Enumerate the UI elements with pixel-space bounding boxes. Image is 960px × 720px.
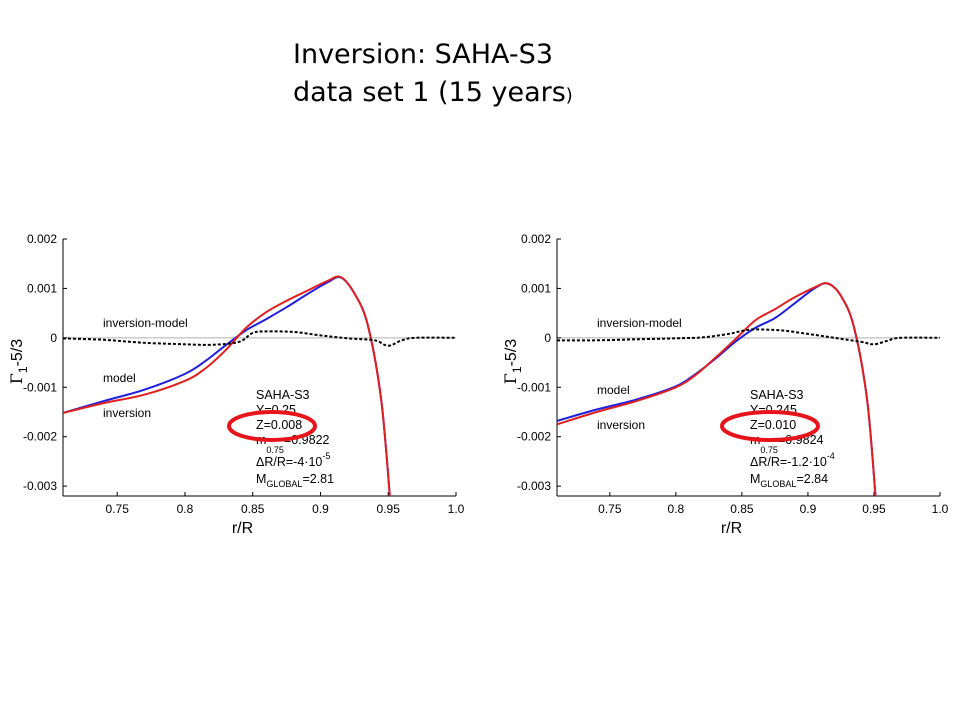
y-axis-label-rest: -5/3 (9, 339, 26, 367)
param-delta-r-main: ΔR/R=-1.2·10 (750, 455, 827, 469)
x-tick-label: 0.9 (800, 502, 817, 516)
annotation-inversion-model: inversion-model (103, 316, 188, 330)
x-tick-label: 0.75 (598, 502, 622, 516)
x-tick-label: 0.95 (862, 502, 886, 516)
param-model-name: SAHA-S3 (750, 388, 804, 402)
highlight-ellipse (720, 410, 820, 442)
param-m-subscript: 0.75 (266, 445, 284, 455)
annotation-inversion: inversion (597, 418, 645, 432)
y-axis-label: Γ1-5/3 (501, 339, 524, 384)
param-delta-r-main: ΔR/R=-4·10 (256, 455, 322, 469)
x-tick-label: 0.75 (106, 502, 130, 516)
param-M-subscript: GLOBAL (760, 479, 796, 489)
param-z: Z=0.008 (256, 418, 302, 432)
y-axis-label-subscript: 1 (16, 366, 30, 373)
title-line-2: data set 1 (15 years) (293, 74, 573, 115)
y-axis-label: Γ1-5/3 (7, 339, 30, 384)
param-M-subscript: GLOBAL (266, 479, 302, 489)
slide-title: Inversion: SAHA-S3 data set 1 (15 years) (293, 36, 573, 115)
series-line-inversion-model (63, 330, 456, 347)
annotation-model: model (103, 371, 136, 385)
param-m-subscript: 0.75 (760, 445, 778, 455)
y-tick-label: 0 (544, 331, 551, 345)
y-tick-label: 0.001 (521, 281, 551, 295)
param-delta-r-exponent: -4 (827, 451, 835, 461)
param-delta-r: ΔR/R=-1.2·10-4 (750, 451, 835, 469)
y-tick-label: 0.001 (27, 281, 57, 295)
x-tick-label: 1.0 (448, 502, 465, 516)
highlight-ellipse (227, 410, 317, 442)
x-tick-label: 0.9 (312, 502, 329, 516)
y-axis-label-subscript: 1 (510, 366, 524, 373)
x-axis-label: r/R (232, 520, 253, 537)
series-line-model (63, 276, 391, 496)
param-delta-r-exponent: -5 (322, 451, 330, 461)
y-tick-label: -0.001 (517, 380, 551, 394)
annotation-inversion: inversion (103, 406, 151, 420)
param-z: Z=0.010 (750, 418, 796, 432)
y-axis-label-gamma: Γ (501, 373, 520, 384)
y-tick-label: -0.002 (23, 430, 57, 444)
param-M-symbol: M (256, 472, 266, 486)
title-line-2-paren: ) (565, 85, 573, 106)
title-line-2-text: data set 1 (15 years (293, 77, 566, 108)
y-tick-label: 0.002 (27, 232, 57, 246)
y-tick-label: -0.001 (23, 380, 57, 394)
series-line-inversion-model (557, 328, 940, 346)
param-m-global: MGLOBAL=2.84 (750, 472, 828, 489)
param-delta-r: ΔR/R=-4·10-5 (256, 451, 330, 469)
param-m-value: =0.9824 (778, 433, 824, 447)
series-line-inversion (557, 282, 877, 496)
x-tick-label: 0.95 (377, 502, 401, 516)
y-axis-label-gamma: Γ (7, 373, 26, 384)
chart-panel-2: 0.002 0.001 0 -0.001 -0.002 -0.003 0.75 0.8 0.85… (501, 232, 949, 537)
y-tick-label: -0.003 (23, 479, 57, 493)
x-tick-label: 1.0 (932, 502, 949, 516)
y-tick-label: -0.003 (517, 479, 551, 493)
annotation-inversion-model: inversion-model (597, 316, 682, 330)
y-tick-label: -0.002 (517, 430, 551, 444)
y-axis-label-rest: -5/3 (503, 339, 520, 367)
param-m-global: MGLOBAL=2.81 (256, 472, 334, 489)
y-tick-label: 0.002 (521, 232, 551, 246)
param-m075: m0.75=0.9824 (750, 433, 824, 455)
y-tick-label: 0 (50, 331, 57, 345)
title-line-1: Inversion: SAHA-S3 (293, 39, 553, 70)
param-model-name: SAHA-S3 (256, 388, 310, 402)
x-tick-label: 0.8 (668, 502, 685, 516)
param-M-value: =2.84 (796, 472, 828, 486)
x-axis-label: r/R (721, 520, 742, 537)
param-M-symbol: M (750, 472, 760, 486)
series-line-inversion (63, 275, 391, 496)
annotation-model: model (597, 383, 630, 397)
chart-panel-1: 0.002 0.001 0 -0.001 -0.002 -0.003 0.75 0.8 0.85… (7, 232, 465, 537)
param-M-value: =2.81 (302, 472, 334, 486)
x-tick-label: 0.8 (177, 502, 194, 516)
x-tick-label: 0.85 (730, 502, 754, 516)
x-tick-label: 0.85 (241, 502, 265, 516)
